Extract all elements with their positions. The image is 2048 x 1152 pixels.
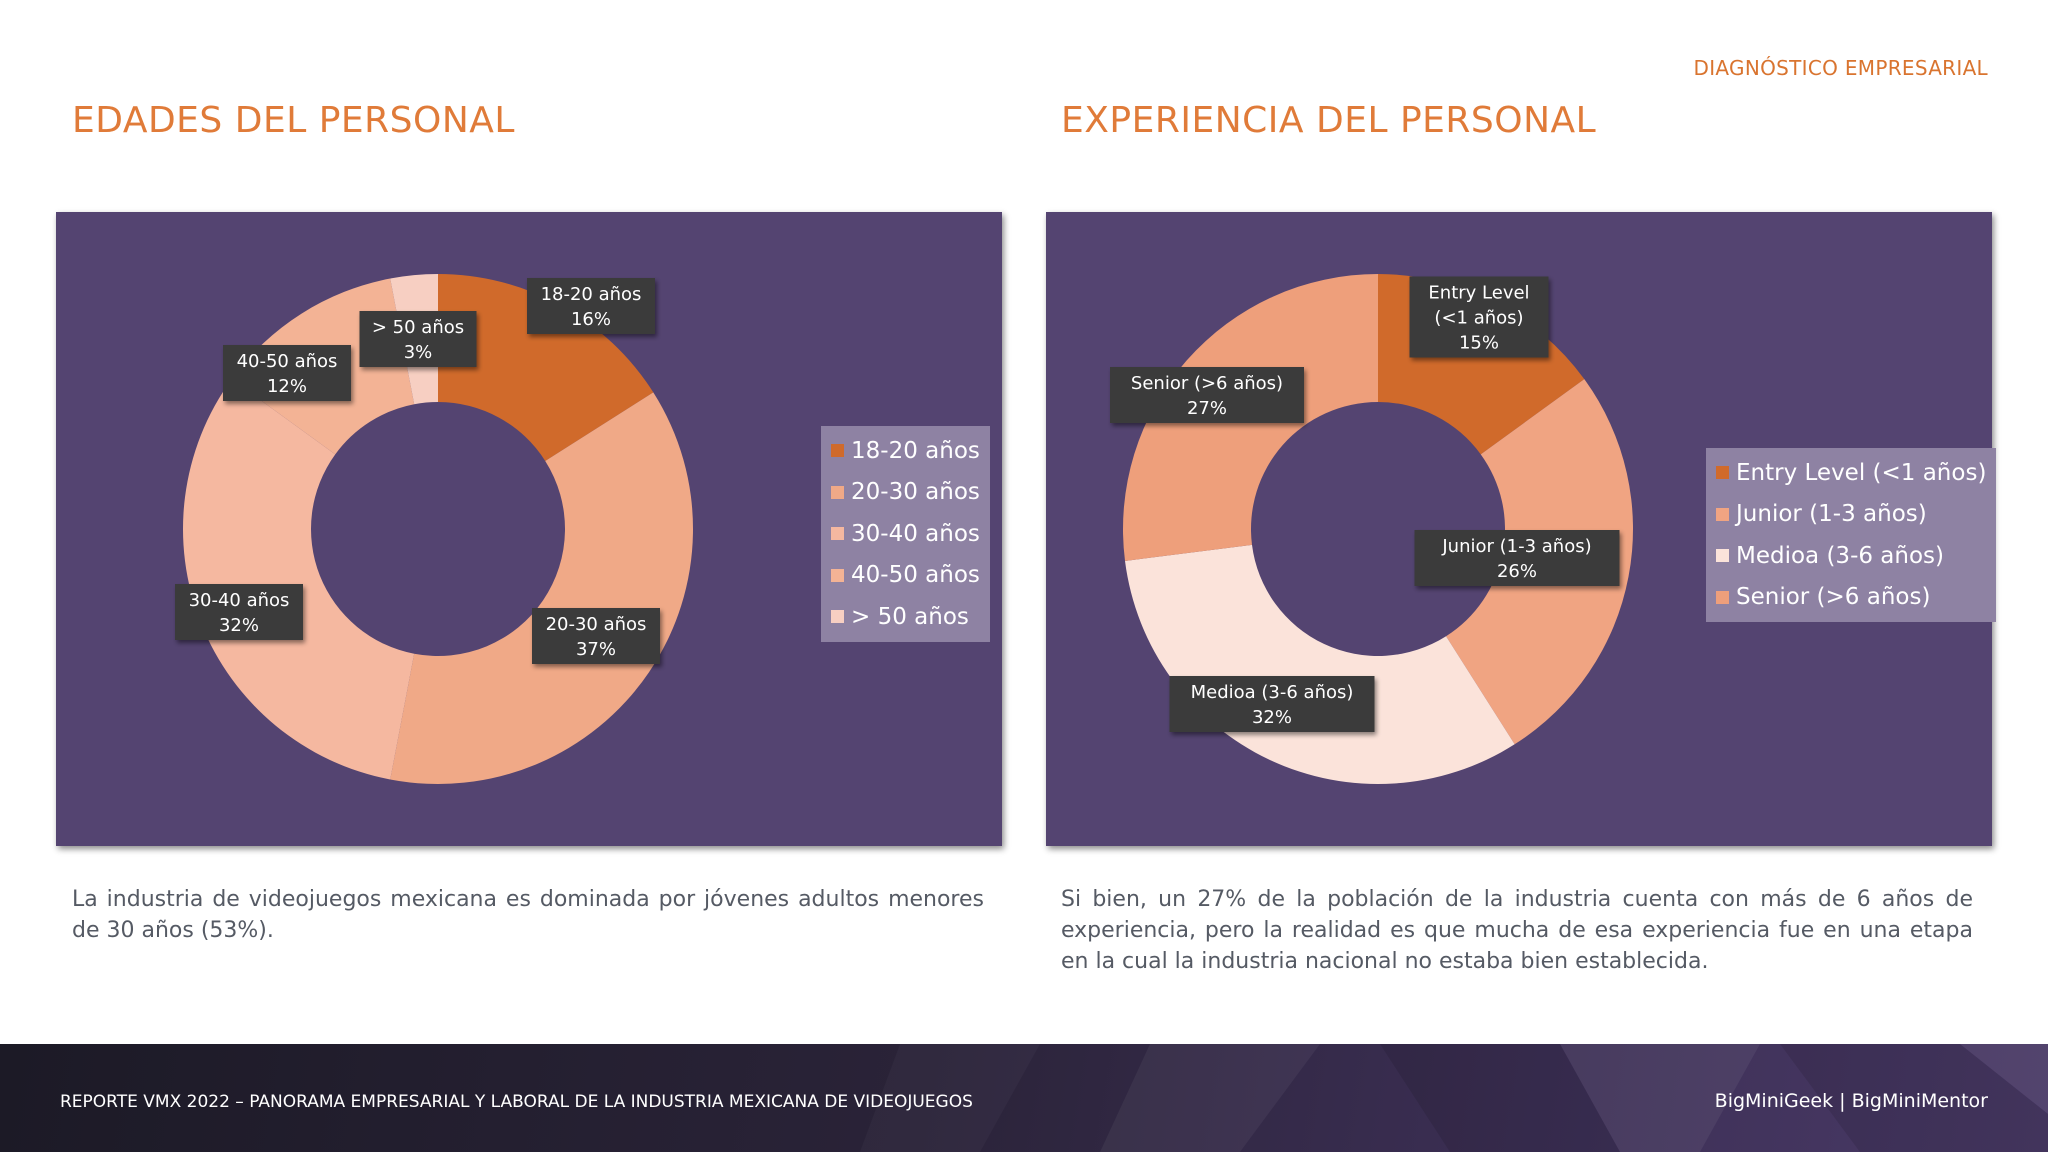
- legend-label: 18-20 años: [851, 437, 980, 464]
- data-label-text: Entry Level: [1428, 283, 1529, 304]
- legend-item-junior-1-3-a-os: Junior (1-3 años): [1716, 494, 1986, 536]
- caption-ages: La industria de videojuegos mexicana es …: [72, 887, 984, 943]
- footer-brand: BigMiniGeek | BigMiniMentor: [1714, 1090, 1988, 1112]
- legend-item-18-20-a-os: 18-20 años: [831, 430, 980, 472]
- data-label-entry-level-1-a-os: Entry Level (<1 años) 15%: [1409, 276, 1549, 358]
- legend-item-20-30-a-os: 20-30 años: [831, 472, 980, 514]
- footer-bar: REPORTE VMX 2022 – PANORAMA EMPRESARIAL …: [0, 1044, 2048, 1152]
- data-label-text: 37%: [576, 639, 616, 660]
- chart-panel-ages: 18-20 años 16% 20-30 años 37% 30-40 años 32% 4…: [56, 212, 1002, 846]
- chart-title-ages: EDADES DEL PERSONAL: [72, 100, 515, 141]
- legend-item-40-50-a-os: 40-50 años: [831, 555, 980, 597]
- data-label-text: 40-50 años: [237, 351, 338, 372]
- legend-label: 40-50 años: [851, 562, 980, 589]
- donut-slice-30-40-a-os: [182, 379, 415, 780]
- legend-swatch: [1716, 549, 1729, 563]
- section-tag: DIAGNÓSTICO EMPRESARIAL: [1693, 56, 1988, 80]
- data-label-text: 16%: [571, 309, 611, 330]
- footer-report-title: REPORTE VMX 2022 – PANORAMA EMPRESARIAL …: [60, 1092, 973, 1112]
- legend-item-medioa-3-6-a-os: Medioa (3-6 años): [1716, 535, 1986, 577]
- legend-label: Senior (>6 años): [1736, 584, 1931, 611]
- legend-label: 20-30 años: [851, 479, 980, 506]
- legend-swatch: [831, 485, 844, 499]
- data-label-text: 27%: [1187, 398, 1227, 419]
- data-label-text: Medioa (3-6 años): [1191, 682, 1354, 703]
- data-label-text: 26%: [1497, 561, 1537, 582]
- data-label-text: 18-20 años: [541, 284, 642, 305]
- data-label-text: 30-40 años: [189, 590, 290, 611]
- legend-swatch: [1716, 507, 1729, 521]
- legend-swatch: [831, 568, 844, 582]
- data-label-50-a-os: > 50 años 3%: [359, 311, 477, 367]
- data-label-text: 3%: [404, 342, 433, 363]
- legend-item-entry-level-1-a-os: Entry Level (<1 años): [1716, 452, 1986, 494]
- donut-chart-experience: Entry Level (<1 años) 15% Junior (1-3 años)…: [1110, 274, 1634, 785]
- data-label-senior-6-a-os: Senior (>6 años) 27%: [1110, 367, 1304, 423]
- data-label-text: 12%: [267, 376, 307, 397]
- donut-slice-20-30-a-os: [390, 392, 694, 785]
- legend-swatch: [831, 527, 844, 541]
- legend-label: Entry Level (<1 años): [1736, 459, 1987, 486]
- donut-chart-ages: 18-20 años 16% 20-30 años 37% 30-40 años 32% 4…: [175, 274, 694, 785]
- data-label-18-20-a-os: 18-20 años 16%: [527, 278, 655, 334]
- legend-label: Junior (1-3 años): [1736, 501, 1927, 528]
- data-label-text: 15%: [1459, 333, 1499, 354]
- legend-swatch: [831, 444, 844, 458]
- legend-experience: Entry Level (<1 años) Junior (1-3 años) Me…: [1706, 448, 1997, 622]
- legend-swatch: [1716, 590, 1729, 604]
- legend-label: 30-40 años: [851, 520, 980, 547]
- footer-pattern: [1100, 1044, 2048, 1152]
- legend-item-50-a-os: > 50 años: [831, 596, 980, 638]
- data-label-text: > 50 años: [372, 317, 464, 338]
- data-label-text: 32%: [1252, 707, 1292, 728]
- legend-item-senior-6-a-os: Senior (>6 años): [1716, 577, 1986, 619]
- data-label-text: 20-30 años: [546, 614, 647, 635]
- legend-swatch: [1716, 466, 1729, 480]
- legend-label: > 50 años: [851, 603, 969, 630]
- data-label-text: Senior (>6 años): [1131, 373, 1283, 394]
- data-label-text: 32%: [219, 615, 259, 636]
- legend-label: Medioa (3-6 años): [1736, 542, 1945, 569]
- legend-item-30-40-a-os: 30-40 años: [831, 513, 980, 555]
- data-label-medioa-3-6-a-os: Medioa (3-6 años) 32%: [1169, 676, 1375, 732]
- data-label-20-30-a-os: 20-30 años 37%: [532, 608, 660, 664]
- data-label-text: (<1 años): [1434, 308, 1523, 329]
- data-label-text: Junior (1-3 años): [1441, 536, 1591, 557]
- caption-experience: Si bien, un 27% de la población de la in…: [1061, 887, 1973, 974]
- data-label-junior-1-3-a-os: Junior (1-3 años) 26%: [1414, 530, 1620, 586]
- chart-title-experience: EXPERIENCIA DEL PERSONAL: [1061, 100, 1597, 141]
- chart-panel-experience: Entry Level (<1 años) 15% Junior (1-3 años)…: [1046, 212, 1997, 846]
- legend-ages: 18-20 años 20-30 años 30-40 años 40-50 años…: [821, 426, 990, 642]
- donut-slice-18-20-a-os: [438, 274, 654, 461]
- legend-swatch: [831, 610, 844, 624]
- data-label-30-40-a-os: 30-40 años 32%: [175, 584, 303, 640]
- data-label-40-50-a-os: 40-50 años 12%: [223, 345, 351, 401]
